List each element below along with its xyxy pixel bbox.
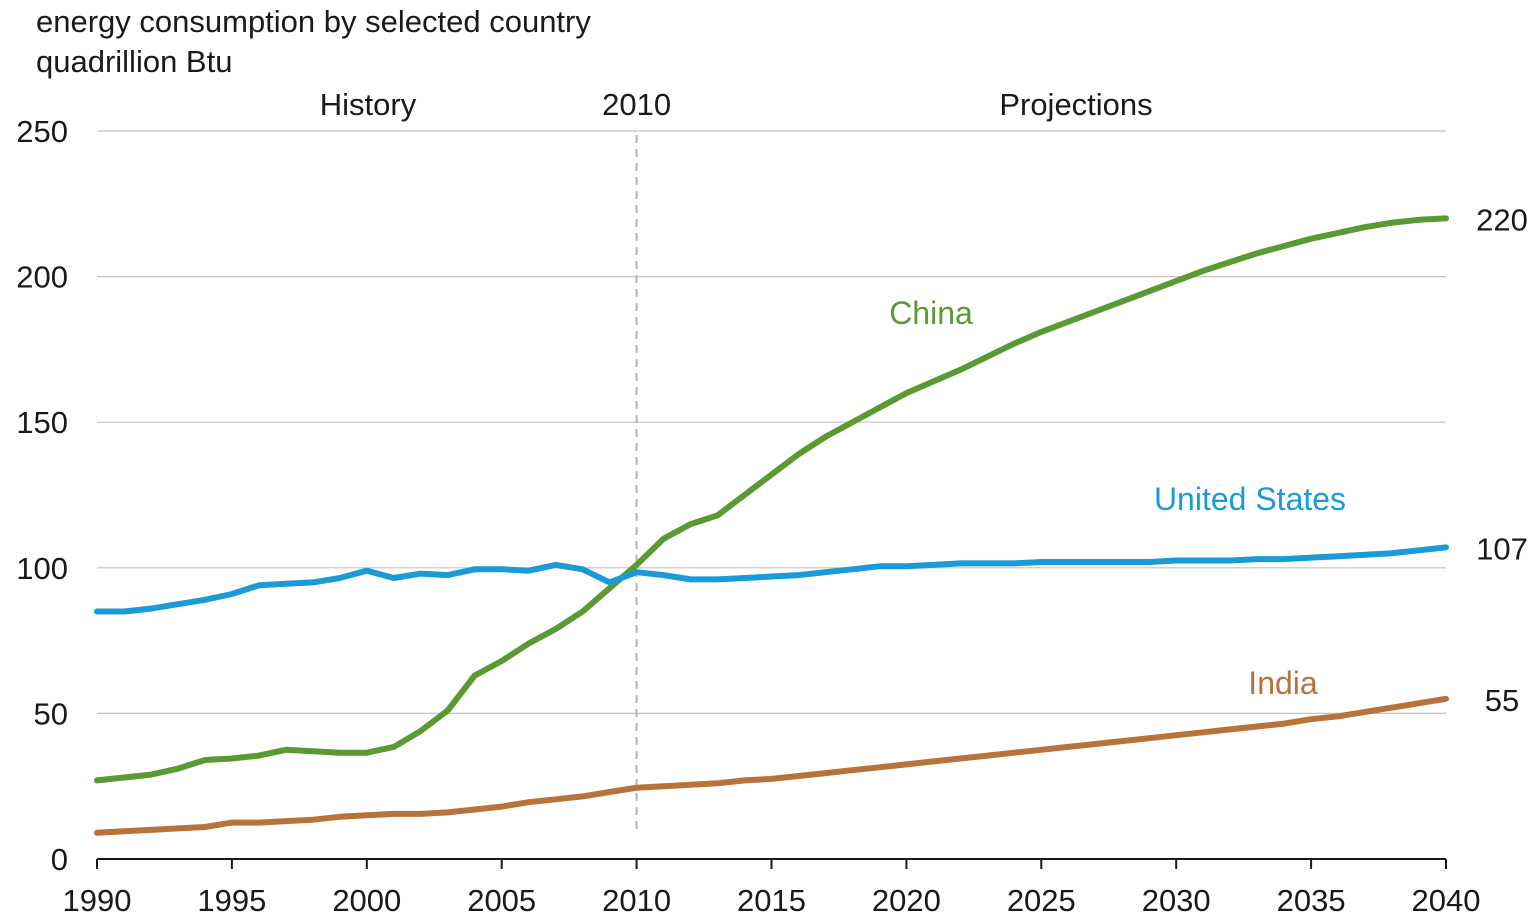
y-tick-label: 100	[16, 551, 68, 586]
x-tick-label: 1990	[63, 883, 132, 917]
series-line-united-states	[94, 544, 1449, 615]
x-tick-label: 2035	[1277, 883, 1346, 917]
y-tick-label: 0	[51, 842, 68, 877]
y-tick-label: 250	[16, 114, 68, 149]
x-tick-label: 2020	[872, 883, 941, 917]
history-projection-divider: 2010 History Projections	[320, 87, 1153, 834]
y-tick-label: 150	[16, 405, 68, 440]
x-tick-label: 2040	[1412, 883, 1481, 917]
series-label-united-states: United States	[1154, 481, 1346, 517]
series-line-india	[94, 695, 1449, 836]
title-text: energy consumption by selected country	[36, 4, 591, 39]
x-tick-label: 2005	[467, 883, 536, 917]
x-tick-label: 1995	[197, 883, 266, 917]
gridlines	[97, 130, 1446, 715]
labels: China 220 United States 107 India 55	[889, 202, 1528, 717]
units-subtitle: quadrillion Btu	[36, 44, 233, 79]
end-value-label-china: 220	[1476, 202, 1528, 237]
x-tick-label: 2000	[332, 883, 401, 917]
x-tick-label: 2025	[1007, 883, 1076, 917]
y-tick-label: 50	[34, 696, 68, 731]
divider-year-label: 2010	[602, 87, 671, 122]
series-label-china: China	[889, 295, 973, 331]
chart-title: energy consumption by selected country q…	[36, 2, 591, 82]
series-line-china	[94, 215, 1449, 784]
series-lines	[94, 215, 1449, 836]
axes: 0 50 100 150 200 250 1990 1995 2000 2005 2010 2015 2…	[16, 114, 1480, 917]
end-value-label-india: 55	[1485, 683, 1519, 718]
projections-label: Projections	[999, 87, 1152, 122]
y-tick-label: 200	[16, 260, 68, 295]
series-label-india: India	[1248, 665, 1318, 701]
history-label: History	[320, 87, 417, 122]
x-tick-label: 2015	[737, 883, 806, 917]
x-tick-label: 2010	[602, 883, 671, 917]
x-tick-label: 2030	[1142, 883, 1211, 917]
end-value-label-united-states: 107	[1476, 531, 1528, 566]
